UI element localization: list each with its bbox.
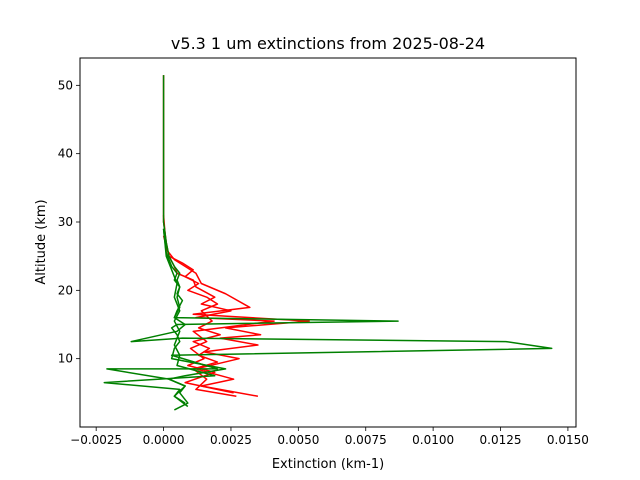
series-line-2 <box>162 215 310 397</box>
chart-title: v5.3 1 um extinctions from 2025-08-24 <box>171 34 485 53</box>
plot-lines <box>103 75 553 411</box>
y-tick-label: 40 <box>58 147 73 161</box>
series-line-5 <box>106 228 553 408</box>
x-tick-label: 0.0100 <box>412 433 454 447</box>
x-tick-label: 0.0075 <box>345 433 387 447</box>
x-tick-label: 0.0000 <box>143 433 185 447</box>
x-axis-ticks: −0.0025 0.0000 0.0025 0.0050 0.0075 0.0100 0.0… <box>70 427 589 447</box>
series-line-6 <box>103 228 216 404</box>
y-tick-label: 50 <box>58 78 73 92</box>
y-axis-ticks: 10 20 30 40 50 <box>58 78 80 366</box>
y-tick-label: 10 <box>58 352 73 366</box>
y-axis-label: Altitude (km) <box>34 199 49 284</box>
x-axis-label: Extinction (km-1) <box>272 457 384 472</box>
plot-frame <box>79 57 577 428</box>
x-tick-label: 0.0050 <box>277 433 319 447</box>
y-tick-label: 20 <box>58 283 73 297</box>
y-tick-label: 30 <box>58 215 73 229</box>
x-tick-label: 0.0150 <box>547 433 589 447</box>
x-tick-label: 0.0025 <box>210 433 252 447</box>
x-tick-label: 0.0125 <box>480 433 522 447</box>
x-tick-label: −0.0025 <box>70 433 122 447</box>
